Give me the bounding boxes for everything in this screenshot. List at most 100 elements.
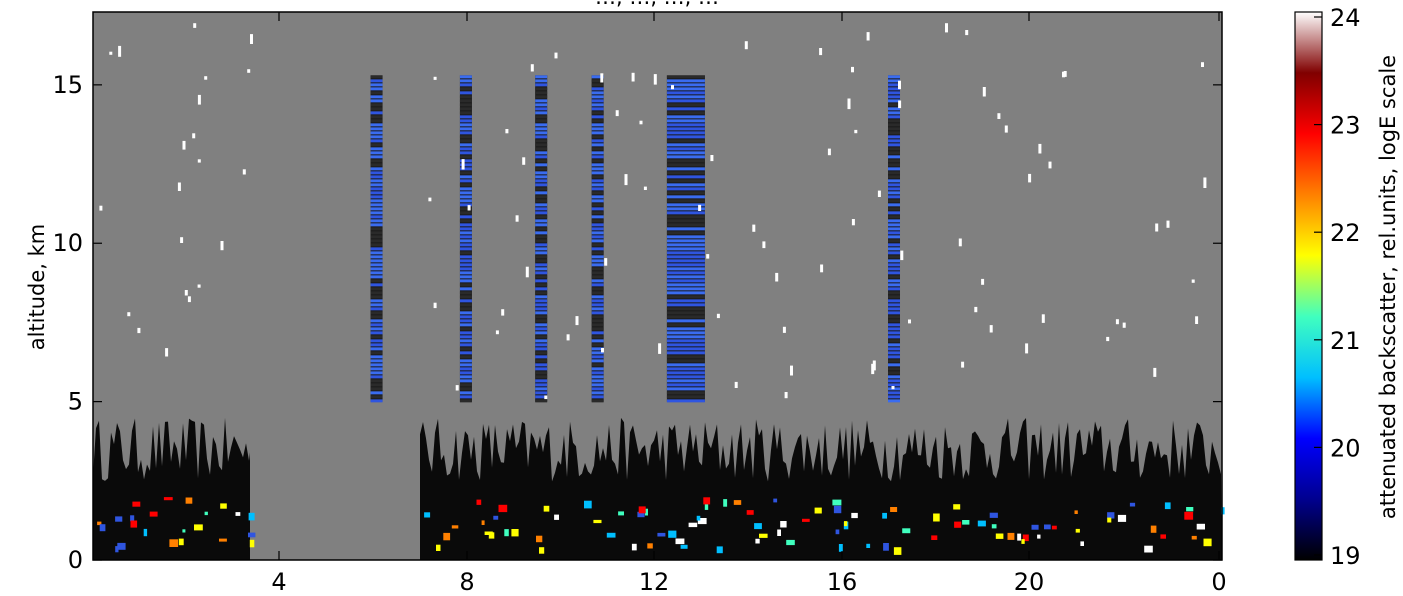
cirrus-cell — [591, 95, 604, 99]
noise-speck — [505, 129, 509, 134]
cirrus-cell — [666, 383, 705, 387]
cirrus-cell — [370, 383, 383, 387]
cirrus-cell — [459, 355, 472, 359]
cirrus-cell — [459, 127, 472, 131]
low-cloud-speck — [130, 520, 138, 528]
cirrus-cell — [370, 203, 383, 207]
cirrus-cell — [888, 251, 901, 255]
noise-speck — [433, 302, 437, 309]
cirrus-cell — [666, 279, 705, 283]
noise-speck — [1063, 71, 1067, 77]
cirrus-cell — [888, 399, 901, 403]
low-cloud-speck — [539, 547, 545, 554]
cirrus-cell — [666, 171, 705, 175]
cirrus-cell — [459, 195, 472, 199]
cirrus-cell — [666, 87, 705, 91]
cirrus-cell — [666, 295, 705, 299]
cirrus-cell — [459, 147, 472, 151]
cirrus-cell — [666, 187, 705, 191]
cirrus-cell — [370, 247, 383, 251]
cirrus-cell — [888, 343, 901, 347]
cirrus-cell — [535, 107, 548, 111]
low-cloud-speck — [1117, 514, 1127, 522]
plot-frame — [92, 11, 1223, 561]
noise-speck — [109, 51, 113, 55]
cirrus-cell — [591, 131, 604, 135]
cirrus-cell — [591, 311, 604, 315]
cirrus-cell — [888, 103, 901, 107]
low-cloud-speck — [890, 507, 898, 512]
cirrus-cell — [666, 271, 705, 275]
cirrus-cell — [459, 223, 472, 227]
cirrus-cell — [459, 363, 472, 367]
cirrus-cell — [370, 259, 383, 263]
cirrus-cell — [370, 311, 383, 315]
cirrus-cell — [370, 155, 383, 159]
cirrus-cell — [459, 167, 472, 171]
low-cloud-speck — [182, 529, 186, 533]
cirrus-cell — [888, 391, 901, 395]
cirrus-cell — [535, 183, 548, 187]
cirrus-cell — [888, 115, 901, 119]
low-cloud-speck — [1021, 539, 1025, 544]
cirrus-cell — [666, 391, 705, 395]
low-cloud-speck — [991, 524, 997, 529]
low-cloud-speck — [1037, 534, 1041, 539]
noise-speck — [974, 306, 978, 313]
cirrus-cell — [888, 259, 901, 263]
cirrus-cell — [459, 259, 472, 263]
low-cloud-speck — [584, 500, 592, 509]
cirrus-cell — [666, 215, 705, 219]
cirrus-cell — [535, 391, 548, 395]
cirrus-cell — [459, 279, 472, 283]
cirrus-cell — [888, 371, 901, 375]
cirrus-cell — [535, 283, 548, 287]
cirrus-cell — [370, 191, 383, 195]
y-tick-label: 5 — [68, 388, 83, 416]
cirrus-cell — [888, 243, 901, 247]
cirrus-cell — [459, 107, 472, 111]
cirrus-cell — [370, 199, 383, 203]
cirrus-cell — [888, 335, 901, 339]
noise-speck — [197, 94, 201, 105]
cirrus-cell — [459, 219, 472, 223]
cirrus-cell — [666, 275, 705, 279]
cirrus-cell — [888, 303, 901, 307]
low-cloud-speck — [484, 531, 493, 535]
low-cloud-speck — [866, 543, 871, 548]
low-cloud-speck — [593, 519, 602, 524]
low-cloud-speck — [504, 529, 509, 537]
noise-speck — [182, 140, 186, 150]
cirrus-cell — [888, 83, 901, 87]
cirrus-cell — [459, 231, 472, 235]
cirrus-cell — [666, 107, 705, 111]
cirrus-cell — [459, 399, 472, 403]
cirrus-cell — [370, 291, 383, 295]
cirrus-cell — [888, 339, 901, 343]
cirrus-cell — [459, 199, 472, 203]
cirrus-cell — [535, 235, 548, 239]
low-cloud-speck — [780, 521, 787, 528]
noise-speck — [898, 100, 902, 109]
cirrus-cell — [459, 391, 472, 395]
noise-speck — [762, 241, 766, 249]
cirrus-cell — [535, 271, 548, 275]
cirrus-cell — [888, 179, 901, 183]
cirrus-cell — [459, 311, 472, 315]
noise-speck — [566, 334, 570, 341]
cirrus-cell — [459, 115, 472, 119]
low-cloud-speck — [99, 524, 106, 532]
cirrus-cell — [591, 171, 604, 175]
cirrus-cell — [591, 243, 604, 247]
cirrus-cell — [666, 291, 705, 295]
cirrus-cell — [666, 211, 705, 215]
cirrus-cell — [370, 327, 383, 331]
noise-speck — [698, 204, 702, 211]
cirrus-cell — [459, 123, 472, 127]
cirrus-cell — [535, 95, 548, 99]
low-cloud-speck — [696, 515, 701, 521]
cirrus-cell — [370, 179, 383, 183]
cirrus-cell — [535, 251, 548, 255]
cirrus-cell — [535, 99, 548, 103]
cirrus-cell — [459, 155, 472, 159]
